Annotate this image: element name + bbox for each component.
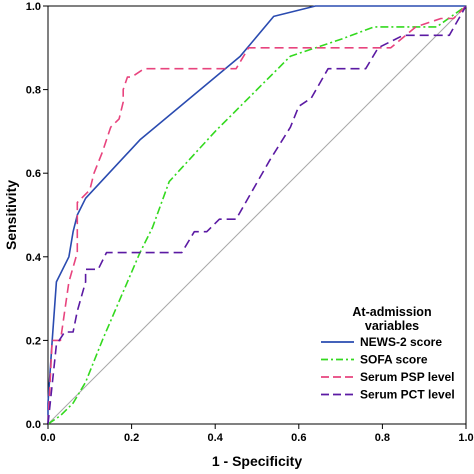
reference-diagonal — [47, 5, 467, 425]
y-tick-label: 0.4 — [26, 252, 42, 264]
legend-label: NEWS-2 score — [360, 335, 442, 349]
x-tick-label: 0.0 — [40, 432, 55, 444]
legend: At-admission variables NEWS-2 score SOFA … — [304, 292, 463, 412]
series-line-3 — [47, 5, 467, 425]
x-tick-label: 0.8 — [375, 432, 390, 444]
x-tick-label: 0.4 — [208, 432, 224, 444]
series-line-2 — [47, 5, 467, 425]
y-tick-label: 1.0 — [26, 1, 41, 13]
legend-title-line1: At-admission — [352, 305, 431, 319]
series-line-4 — [47, 5, 467, 425]
legend-label: Serum PSP level — [360, 370, 455, 384]
y-tick-label: 0.2 — [26, 335, 41, 347]
x-axis-ticks: 0.0 0.2 0.4 0.6 0.8 1.0 — [40, 424, 474, 444]
series-layer — [47, 5, 467, 425]
y-tick-label: 0.0 — [26, 419, 41, 431]
y-tick-label: 0.6 — [26, 168, 41, 180]
legend-title-line2: variables — [365, 319, 419, 333]
x-axis-title: 1 - Specificity — [212, 453, 302, 469]
legend-label: SOFA score — [360, 353, 428, 367]
legend-entries: NEWS-2 score SOFA score Serum PSP level Ser… — [321, 335, 455, 402]
y-tick-label: 0.8 — [26, 85, 41, 97]
x-tick-label: 0.2 — [124, 432, 139, 444]
x-tick-label: 0.6 — [291, 432, 306, 444]
legend-label: Serum PCT level — [360, 388, 455, 402]
y-axis-title: Sensitivity — [3, 180, 19, 250]
legend-box — [304, 292, 463, 412]
x-tick-label: 1.0 — [458, 432, 473, 444]
series-line-1 — [47, 5, 466, 424]
y-axis-ticks: 0.0 0.2 0.4 0.6 0.8 1.0 — [26, 1, 48, 431]
